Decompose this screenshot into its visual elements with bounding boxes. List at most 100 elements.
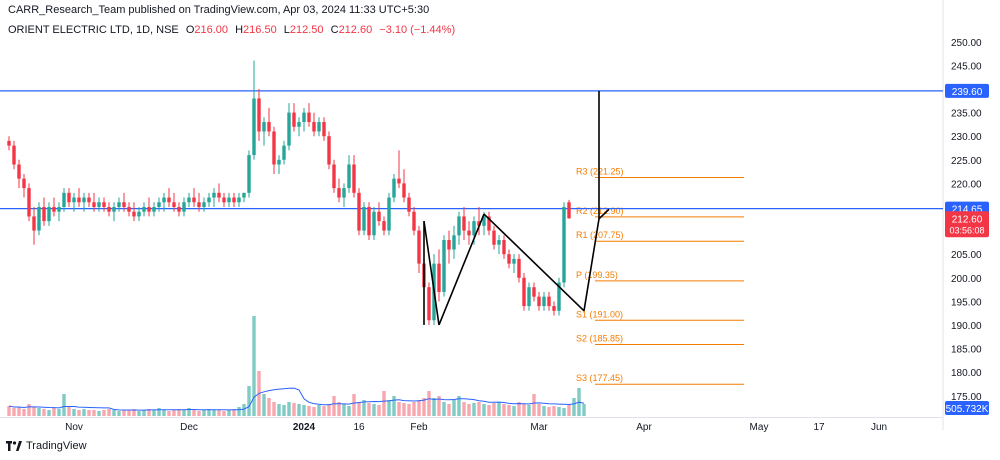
candle-body (62, 192, 66, 207)
candle-body (512, 258, 516, 264)
candle-body (537, 296, 541, 307)
candle-body (362, 206, 366, 231)
volume-bar (17, 407, 21, 416)
candle-body (342, 188, 346, 198)
volume-bar (557, 407, 561, 416)
symbol-name: ORIENT ELECTRIC LTD, 1D, NSE (8, 24, 179, 36)
volume-bar (232, 409, 236, 416)
volume-bar (507, 405, 511, 416)
volume-bar (267, 398, 271, 416)
candle-body (277, 159, 281, 165)
candle-body (427, 287, 431, 321)
volume-bar (82, 409, 86, 416)
candle-body (132, 211, 136, 217)
volume-bar (412, 402, 416, 416)
candle-body (447, 240, 451, 250)
trendline (483, 213, 585, 312)
volume-bar (502, 404, 506, 416)
candle-body (302, 112, 306, 123)
candle-body (207, 197, 211, 203)
volume-bar (517, 402, 521, 416)
candle-body (312, 122, 316, 132)
volume-bar (197, 411, 201, 416)
volume-bar (302, 405, 306, 416)
candle-body (402, 183, 406, 198)
candle-body (567, 202, 571, 219)
y-tick-label: 220.00 (951, 179, 982, 190)
open-label: O (185, 24, 195, 36)
volume-bar (317, 405, 321, 416)
volume-bar (117, 411, 121, 416)
candle-body (82, 197, 86, 203)
candle-body (27, 188, 31, 217)
volume-bar (567, 404, 571, 416)
volume-bar (392, 396, 396, 416)
volume-bar (542, 406, 546, 416)
volume-bar (212, 410, 216, 416)
volume-bar (402, 403, 406, 416)
candle-body (147, 206, 151, 212)
volume-bar (52, 408, 56, 416)
x-tick-label: 2024 (293, 422, 316, 433)
volume-bar (552, 406, 556, 416)
candle-body (172, 202, 176, 207)
tradingview-footer: TradingView (6, 440, 87, 452)
y-tick-label: 180.00 (951, 368, 982, 379)
candle-body (372, 211, 376, 236)
price-line-tag (945, 83, 989, 98)
close-value: 212.60 (338, 24, 373, 36)
candle-body (242, 192, 246, 198)
volume-bar (37, 408, 41, 416)
volume-bar (297, 404, 301, 416)
volume-bar (417, 400, 421, 416)
y-tick-label: 200.00 (951, 274, 982, 285)
candle-body (527, 287, 531, 307)
x-tick-label: Apr (636, 422, 652, 433)
candle-body (517, 258, 521, 278)
volume-bar (247, 386, 251, 416)
volume-bar (277, 404, 281, 416)
candle-body (32, 216, 36, 231)
candle-body (487, 216, 491, 231)
candle-body (502, 240, 506, 255)
candle-body (492, 230, 496, 245)
candle-body (182, 202, 186, 212)
candle-body (332, 164, 336, 189)
volume-bar (537, 404, 541, 416)
candle-body (542, 296, 546, 307)
candle-body (117, 202, 121, 207)
x-tick-label: 16 (353, 422, 365, 433)
volume-bar (137, 411, 141, 416)
candle-body (42, 206, 46, 222)
candle-body (7, 140, 11, 146)
candle-body (532, 287, 536, 297)
volume-bar (437, 396, 441, 416)
volume-bar (532, 394, 536, 416)
candle-body (437, 263, 441, 292)
volume-bar (527, 405, 531, 416)
y-tick-label: 205.00 (951, 250, 982, 261)
volume-bar (382, 391, 386, 416)
candle-body (477, 221, 481, 226)
volume-bar (492, 403, 496, 416)
volume-bar (207, 409, 211, 416)
volume-bar (582, 404, 586, 416)
y-tick-label: 230.00 (951, 132, 982, 143)
volume-bar (242, 404, 246, 416)
volume-bar (572, 398, 576, 416)
candle-body (127, 206, 131, 212)
volume-bar (427, 391, 431, 416)
tradingview-logo-icon (6, 441, 22, 451)
candle-body (167, 197, 171, 203)
low-label: L (283, 24, 290, 36)
pivot-label-p: P (199.35) (576, 270, 618, 280)
volume-bar (202, 410, 206, 416)
candle-body (552, 306, 556, 311)
candle-body (482, 216, 486, 226)
y-tick-label: 245.00 (951, 61, 982, 72)
volume-bar (152, 410, 156, 416)
volume-bar (307, 406, 311, 416)
volume-bar (22, 409, 26, 416)
volume-bar (422, 398, 426, 416)
